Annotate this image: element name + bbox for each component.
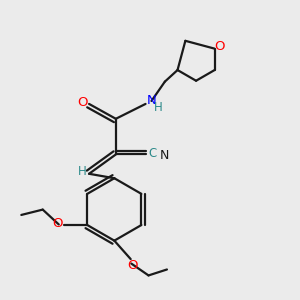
Text: O: O	[77, 96, 88, 109]
Text: O: O	[127, 259, 137, 272]
Text: O: O	[215, 40, 225, 53]
Text: H: H	[154, 101, 162, 114]
Text: H: H	[78, 165, 87, 178]
Text: N: N	[147, 94, 157, 107]
Text: N: N	[160, 149, 169, 162]
Text: C: C	[148, 147, 157, 160]
Text: O: O	[52, 217, 63, 230]
